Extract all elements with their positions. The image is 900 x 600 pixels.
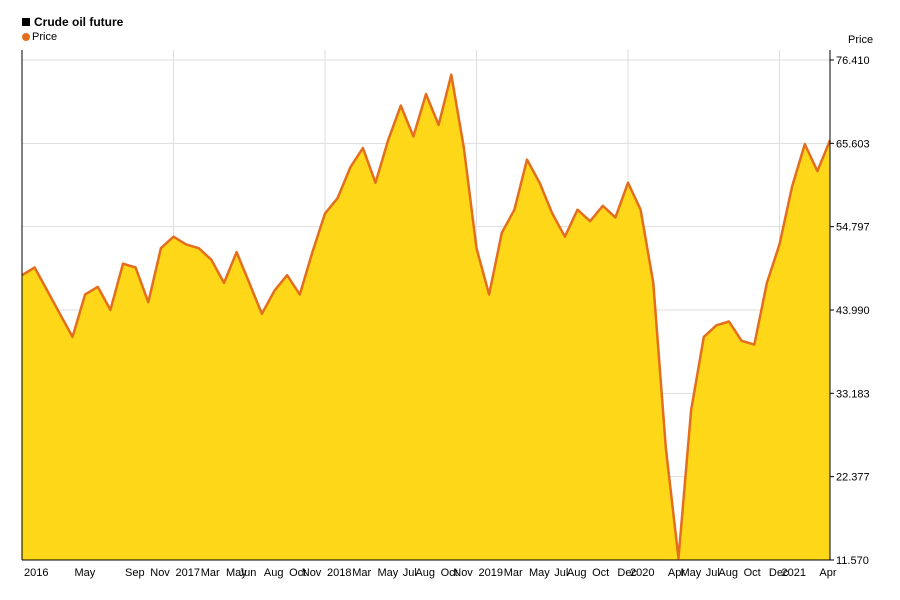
y-tick-label: 22.377 <box>836 472 870 484</box>
x-tick-label: Aug <box>567 567 587 579</box>
y-tick-label: 76.410 <box>836 55 870 67</box>
x-tick-label: Dec <box>617 567 637 579</box>
x-tick-label: May <box>75 567 96 579</box>
x-tick-label: Mar <box>504 567 523 579</box>
legend: Crude oil future Price <box>22 14 123 44</box>
x-tick-label: Oct <box>289 567 306 579</box>
x-tick-label: 2020 <box>630 567 654 579</box>
x-tick-label: May <box>378 567 399 579</box>
x-tick-label: Nov <box>453 567 473 579</box>
y-axis-title: Price <box>848 34 874 46</box>
x-tick-label: Aug <box>718 567 738 579</box>
x-tick-label: 2019 <box>479 567 503 579</box>
x-tick-label: 2018 <box>327 567 351 579</box>
x-tick-label: Oct <box>592 567 609 579</box>
x-tick-label: Oct <box>441 567 458 579</box>
y-tick-labels: 11.570 22.377 33.183 43.990 54.797 65.603 76.4… <box>830 55 870 567</box>
legend-title-row: Crude oil future <box>22 14 123 29</box>
chart-title: Crude oil future <box>34 14 124 29</box>
title-square-icon <box>22 17 30 26</box>
x-tick-label: Apr <box>819 567 836 579</box>
x-tick-label: Mar <box>352 567 371 579</box>
axes <box>21 50 831 561</box>
x-tick-label: 2021 <box>782 567 806 579</box>
x-tick-label: Jul <box>706 567 720 579</box>
x-tick-label: 2017 <box>176 567 200 579</box>
x-tick-label: May <box>226 567 247 579</box>
y-tick-label: 33.183 <box>836 388 870 400</box>
x-tick-label: Mar <box>201 567 220 579</box>
legend-series-row[interactable]: Price <box>22 29 123 44</box>
x-tick-label: Sep <box>125 567 145 579</box>
x-tick-label: Apr <box>668 567 685 579</box>
x-tick-label: Jul <box>554 567 568 579</box>
y-tick-label: 65.603 <box>836 138 870 150</box>
x-tick-label: Aug <box>415 567 435 579</box>
y-tick-label: 43.990 <box>836 305 870 317</box>
x-tick-label: Aug <box>264 567 284 579</box>
x-tick-label: May <box>681 567 702 579</box>
x-tick-label: Jul <box>403 567 417 579</box>
x-tick-label: Jun <box>239 567 257 579</box>
legend-series-label: Price <box>32 30 58 43</box>
x-tick-label: Oct <box>744 567 761 579</box>
x-tick-label: Nov <box>302 567 322 579</box>
price-area-fill <box>22 74 830 560</box>
price-line[interactable] <box>21 73 832 560</box>
x-tick-label: Nov <box>150 567 170 579</box>
x-tick-label: May <box>529 567 550 579</box>
y-tick-label: 54.797 <box>836 222 870 234</box>
series-dot-icon <box>22 32 30 41</box>
y-tick-label: 11.570 <box>836 555 869 567</box>
x-tick-label: Dec <box>769 567 789 579</box>
x-tick-label: 2016 <box>24 567 48 579</box>
